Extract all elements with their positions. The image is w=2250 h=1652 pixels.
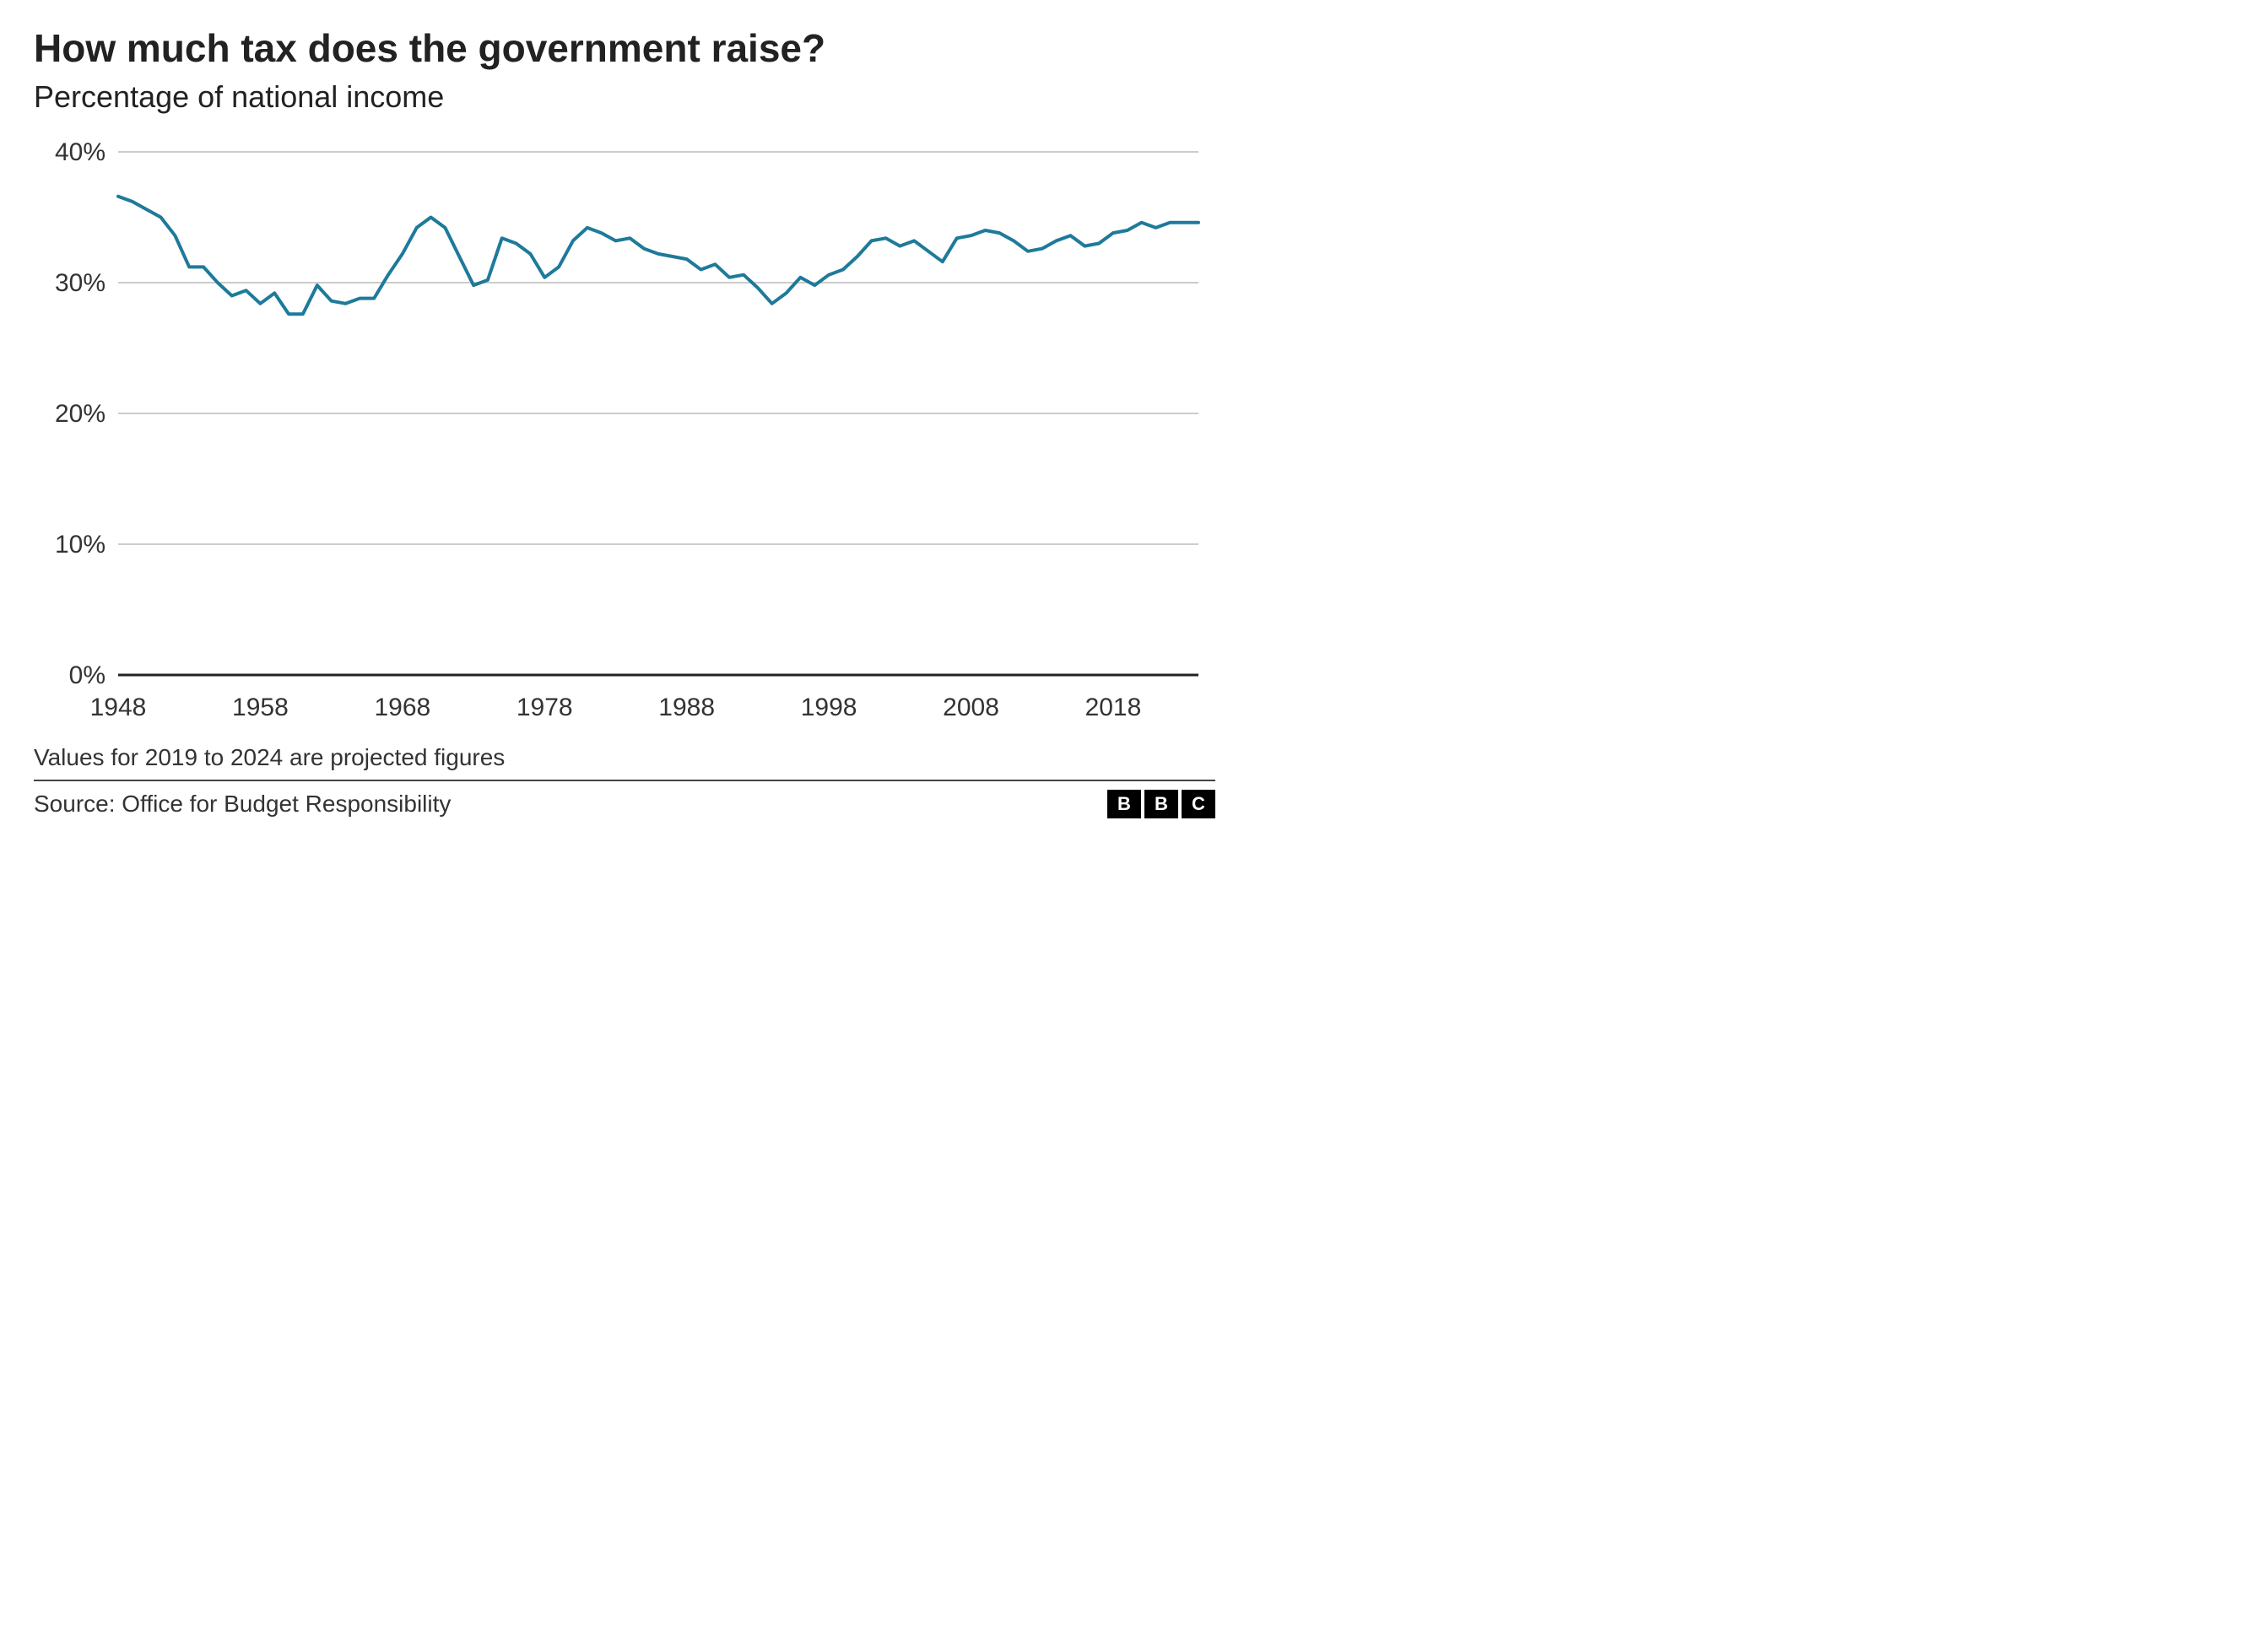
chart-title: How much tax does the government raise?	[34, 25, 1215, 71]
svg-text:2018: 2018	[1085, 694, 1142, 721]
plot-area: 0% 10% 20% 30% 40% 1948 1958 1968 1978 1988 1998 20…	[34, 135, 1215, 726]
chart-subtitle: Percentage of national income	[34, 79, 1215, 115]
chart-container: How much tax does the government raise? …	[0, 0, 1249, 835]
svg-text:1978: 1978	[517, 694, 573, 721]
svg-text:10%: 10%	[55, 531, 105, 559]
source-label: Source: Office for Budget Responsibility	[34, 791, 451, 818]
chart-footer: Source: Office for Budget Responsibility…	[34, 780, 1215, 818]
footnote: Values for 2019 to 2024 are projected fi…	[34, 744, 1215, 771]
bbc-logo: B B C	[1107, 790, 1215, 818]
svg-text:1958: 1958	[232, 694, 289, 721]
svg-text:20%: 20%	[55, 400, 105, 428]
bbc-logo-block: B	[1144, 790, 1178, 818]
bbc-logo-block: C	[1182, 790, 1215, 818]
svg-text:0%: 0%	[69, 661, 105, 689]
svg-text:2008: 2008	[943, 694, 999, 721]
svg-text:40%: 40%	[55, 138, 105, 166]
svg-text:1948: 1948	[90, 694, 147, 721]
svg-text:30%: 30%	[55, 269, 105, 297]
svg-text:1968: 1968	[374, 694, 430, 721]
bbc-logo-block: B	[1107, 790, 1141, 818]
line-chart: 0% 10% 20% 30% 40% 1948 1958 1968 1978 1988 1998 20…	[34, 135, 1215, 726]
svg-text:1988: 1988	[658, 694, 715, 721]
svg-text:1998: 1998	[801, 694, 857, 721]
